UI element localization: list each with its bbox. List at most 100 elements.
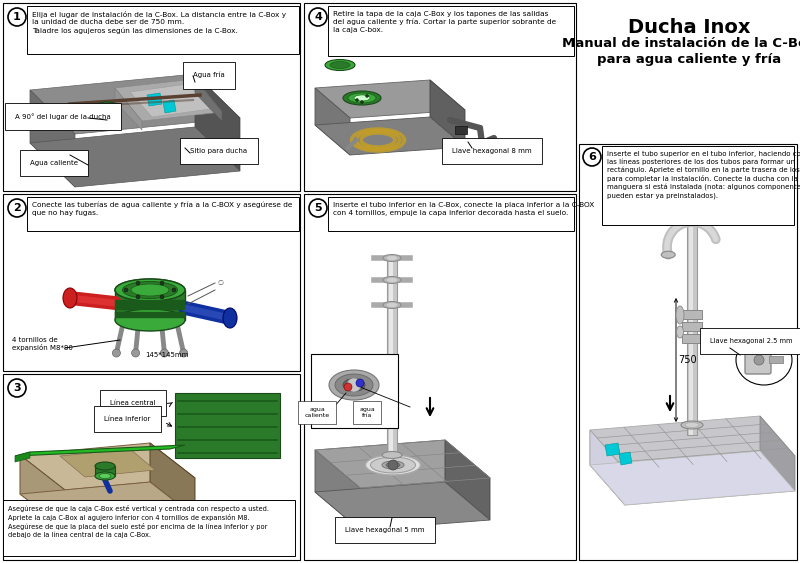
Ellipse shape bbox=[131, 284, 169, 296]
Polygon shape bbox=[20, 482, 195, 529]
FancyBboxPatch shape bbox=[455, 126, 467, 134]
Polygon shape bbox=[30, 127, 240, 187]
Text: 1: 1 bbox=[13, 12, 21, 22]
Polygon shape bbox=[590, 416, 795, 470]
Polygon shape bbox=[590, 451, 795, 505]
FancyBboxPatch shape bbox=[682, 322, 702, 331]
Polygon shape bbox=[15, 445, 185, 456]
FancyBboxPatch shape bbox=[3, 500, 295, 556]
Circle shape bbox=[160, 281, 164, 285]
Circle shape bbox=[160, 349, 169, 357]
Text: para agua caliente y fría: para agua caliente y fría bbox=[597, 53, 781, 66]
Ellipse shape bbox=[95, 462, 115, 470]
Text: agua
caliente: agua caliente bbox=[305, 407, 330, 418]
Polygon shape bbox=[163, 100, 176, 113]
Circle shape bbox=[583, 148, 601, 166]
Ellipse shape bbox=[677, 326, 683, 338]
Ellipse shape bbox=[383, 302, 401, 309]
Ellipse shape bbox=[95, 472, 115, 480]
Text: agua
fría: agua fría bbox=[359, 407, 375, 418]
Circle shape bbox=[8, 8, 26, 26]
Polygon shape bbox=[760, 416, 795, 491]
Ellipse shape bbox=[343, 378, 365, 391]
Circle shape bbox=[136, 281, 140, 285]
Polygon shape bbox=[315, 440, 490, 488]
Ellipse shape bbox=[99, 115, 115, 123]
Polygon shape bbox=[195, 79, 222, 121]
Text: Manual de instalación de la C-Box: Manual de instalación de la C-Box bbox=[562, 37, 800, 50]
Polygon shape bbox=[430, 80, 465, 147]
Text: Sitio para ducha: Sitio para ducha bbox=[190, 148, 247, 154]
FancyBboxPatch shape bbox=[175, 393, 280, 458]
Ellipse shape bbox=[335, 374, 373, 396]
FancyBboxPatch shape bbox=[328, 6, 574, 56]
Ellipse shape bbox=[366, 455, 421, 475]
Circle shape bbox=[309, 8, 327, 26]
Polygon shape bbox=[15, 452, 30, 462]
Ellipse shape bbox=[343, 91, 381, 105]
Polygon shape bbox=[445, 440, 490, 520]
FancyBboxPatch shape bbox=[602, 146, 794, 225]
Circle shape bbox=[8, 199, 26, 217]
Ellipse shape bbox=[115, 309, 185, 331]
Text: Asegúrese de que la caja C-Box esté vertical y centrada con respecto a usted.
Ap: Asegúrese de que la caja C-Box esté vert… bbox=[8, 505, 269, 538]
Ellipse shape bbox=[95, 102, 119, 112]
Text: Elija el lugar de instalación de la C-Box. La distancia entre la C-Box y
la unid: Elija el lugar de instalación de la C-Bo… bbox=[32, 11, 286, 34]
Ellipse shape bbox=[662, 251, 675, 258]
Text: Llave hexagonal 5 mm: Llave hexagonal 5 mm bbox=[345, 527, 425, 533]
Circle shape bbox=[366, 95, 369, 97]
Ellipse shape bbox=[115, 279, 185, 301]
Ellipse shape bbox=[383, 276, 401, 284]
Ellipse shape bbox=[325, 60, 355, 70]
Circle shape bbox=[104, 116, 110, 122]
Ellipse shape bbox=[386, 256, 398, 261]
Circle shape bbox=[355, 99, 358, 101]
Polygon shape bbox=[590, 430, 625, 505]
Text: 4: 4 bbox=[314, 12, 322, 22]
Polygon shape bbox=[20, 443, 195, 490]
Ellipse shape bbox=[354, 95, 370, 101]
Text: 3: 3 bbox=[13, 383, 21, 393]
Circle shape bbox=[356, 379, 364, 387]
Text: ∅: ∅ bbox=[217, 280, 223, 286]
FancyBboxPatch shape bbox=[769, 356, 783, 363]
Polygon shape bbox=[315, 117, 465, 155]
FancyBboxPatch shape bbox=[328, 197, 574, 231]
Text: Agua fría: Agua fría bbox=[193, 72, 225, 78]
FancyBboxPatch shape bbox=[311, 354, 398, 428]
Text: 145*145mm: 145*145mm bbox=[145, 352, 188, 358]
Text: Ducha Inox: Ducha Inox bbox=[628, 18, 750, 37]
Circle shape bbox=[8, 379, 26, 397]
Polygon shape bbox=[619, 452, 632, 465]
FancyBboxPatch shape bbox=[682, 310, 702, 319]
Circle shape bbox=[160, 295, 164, 299]
FancyBboxPatch shape bbox=[3, 194, 300, 371]
Circle shape bbox=[172, 288, 176, 292]
Text: Conecte las tuberías de agua caliente y fría a la C-BOX y asegúrese de
que no ha: Conecte las tuberías de agua caliente y … bbox=[32, 202, 292, 216]
Text: Inserte el tubo superior en el tubo inferior, haciendo coincidir
las líneas post: Inserte el tubo superior en el tubo infe… bbox=[607, 151, 800, 199]
Polygon shape bbox=[115, 300, 185, 310]
FancyBboxPatch shape bbox=[387, 255, 397, 463]
Ellipse shape bbox=[95, 114, 119, 124]
FancyBboxPatch shape bbox=[304, 194, 576, 560]
FancyBboxPatch shape bbox=[579, 144, 797, 560]
Circle shape bbox=[136, 295, 140, 299]
Circle shape bbox=[309, 199, 327, 217]
Polygon shape bbox=[605, 443, 620, 456]
FancyBboxPatch shape bbox=[3, 374, 300, 560]
Circle shape bbox=[179, 349, 188, 357]
Polygon shape bbox=[147, 93, 162, 106]
Ellipse shape bbox=[370, 457, 415, 473]
FancyBboxPatch shape bbox=[689, 225, 693, 435]
Ellipse shape bbox=[383, 254, 401, 261]
Text: 4 tornillos de
expansión M8*80: 4 tornillos de expansión M8*80 bbox=[12, 337, 73, 351]
Ellipse shape bbox=[386, 278, 398, 283]
Circle shape bbox=[344, 383, 352, 391]
Circle shape bbox=[124, 288, 128, 292]
Ellipse shape bbox=[115, 279, 185, 301]
FancyBboxPatch shape bbox=[745, 342, 771, 374]
Ellipse shape bbox=[99, 473, 111, 479]
Ellipse shape bbox=[685, 422, 699, 427]
Text: 5: 5 bbox=[314, 203, 322, 213]
FancyBboxPatch shape bbox=[389, 255, 393, 463]
